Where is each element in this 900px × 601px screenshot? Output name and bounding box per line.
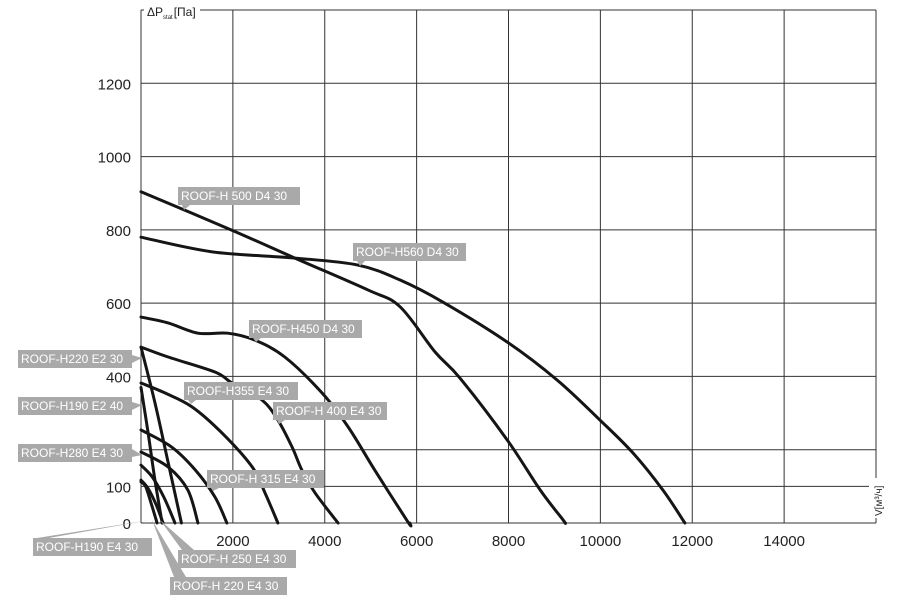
label-pointer [253, 338, 261, 342]
y-tick-label: 400 [106, 369, 131, 386]
curve-line [139, 345, 340, 525]
curve-line [139, 235, 687, 525]
x-tick-label: 6000 [400, 533, 433, 550]
curve-label: ROOF-H220 E2 30 [18, 350, 142, 368]
label-box [33, 538, 152, 556]
curve-label: ROOF-H190 E2 40 [18, 397, 142, 415]
y-tick-label: 1000 [98, 150, 131, 167]
y-axis-label-main: ΔP [147, 5, 163, 19]
label-pointer [211, 488, 219, 491]
svg-text:ΔPstat[Па]: ΔPstat[Па] [147, 5, 196, 21]
curve-label: ROOF-H355 E4 30 [184, 382, 298, 404]
label-box [249, 320, 362, 338]
x-tick-label: 14000 [763, 533, 805, 550]
label-pointer [160, 520, 194, 550]
label-pointer [277, 420, 285, 424]
curve-label: ROOF-H 220 E4 30 [152, 520, 287, 595]
label-text: ROOF-H190 E4 30 [36, 540, 138, 554]
label-text: ROOF-H280 E4 30 [21, 446, 123, 460]
tick-labels: 2000 4000 6000 8000 10000 12000 14000 0 100 400 60… [98, 76, 805, 550]
label-box [18, 444, 132, 462]
x-tick-label: 10000 [580, 533, 622, 550]
label-text: ROOF-H 500 D4 30 [181, 189, 287, 203]
x-axis-label: V[м³/ч] [869, 478, 885, 518]
curve-line [139, 315, 413, 528]
curve-label: ROOF-H450 D4 30 [249, 320, 362, 342]
curve-label: ROOF-H 315 E4 30 [207, 470, 324, 491]
label-pointer [132, 355, 142, 363]
curve-label: ROOF-H 400 E4 30 [273, 402, 387, 424]
label-box [170, 577, 287, 595]
curve-label: ROOF-H 250 E4 30 [160, 520, 296, 568]
x-tick-label: 2000 [216, 533, 249, 550]
label-box [178, 187, 300, 205]
label-pointer [182, 205, 190, 210]
curve-line [139, 190, 568, 525]
y-tick-label: 800 [106, 223, 131, 240]
y-tick-label: 0 [123, 516, 131, 533]
y-tick-label: 1200 [98, 76, 131, 93]
label-box [18, 397, 132, 415]
curve-line [139, 381, 280, 525]
curve-labels: ROOF-H 500 D4 30 ROOF-H560 D4 30 ROOF-H450… [18, 187, 466, 595]
label-text: ROOF-H190 E2 40 [21, 399, 123, 413]
y-tick-label: 600 [106, 296, 131, 313]
label-box [273, 402, 387, 420]
label-pointer [357, 261, 365, 266]
x-tick-label: 8000 [492, 533, 525, 550]
x-tick-label: 12000 [671, 533, 713, 550]
curve-label: ROOF-H 500 D4 30 [178, 187, 300, 210]
x-axis-label-text: V[м³/ч] [874, 485, 885, 516]
label-pointer [152, 520, 186, 577]
grid [140, 9, 877, 524]
label-pointer [132, 449, 142, 457]
curve-line [139, 463, 177, 525]
label-text: ROOF-H 400 E4 30 [276, 404, 382, 418]
label-text: ROOF-H220 E2 30 [21, 352, 123, 366]
label-box [178, 550, 296, 568]
label-pointer [132, 402, 142, 410]
label-text: ROOF-H355 E4 30 [187, 384, 289, 398]
x-tick-label: 4000 [308, 533, 341, 550]
label-text: ROOF-H560 D4 30 [356, 245, 459, 259]
curve-label: ROOF-H280 E4 30 [18, 444, 142, 462]
curves [139, 190, 687, 528]
curve-label: ROOF-H190 E4 30 [33, 520, 152, 556]
label-text: ROOF-H 250 E4 30 [181, 552, 287, 566]
y-tick-label: 100 [106, 479, 131, 496]
y-axis-label: ΔPstat[Па] [144, 3, 200, 21]
curve-line [139, 345, 183, 525]
label-text: ROOF-H 315 E4 30 [210, 472, 316, 486]
label-box [184, 382, 298, 400]
curve-line [139, 450, 200, 525]
label-text: ROOF-H 220 E4 30 [173, 579, 279, 593]
label-box [353, 243, 466, 261]
curve-label: ROOF-H560 D4 30 [353, 243, 466, 266]
curve-line [139, 480, 159, 525]
label-pointer [37, 520, 150, 538]
y-axis-label-unit: [Па] [174, 5, 196, 19]
label-box [207, 470, 324, 488]
label-pointer [188, 400, 196, 404]
label-box [18, 350, 132, 368]
y-axis-label-sub: stat [163, 15, 173, 21]
curve-line [139, 385, 164, 525]
label-text: ROOF-H450 D4 30 [252, 322, 355, 336]
